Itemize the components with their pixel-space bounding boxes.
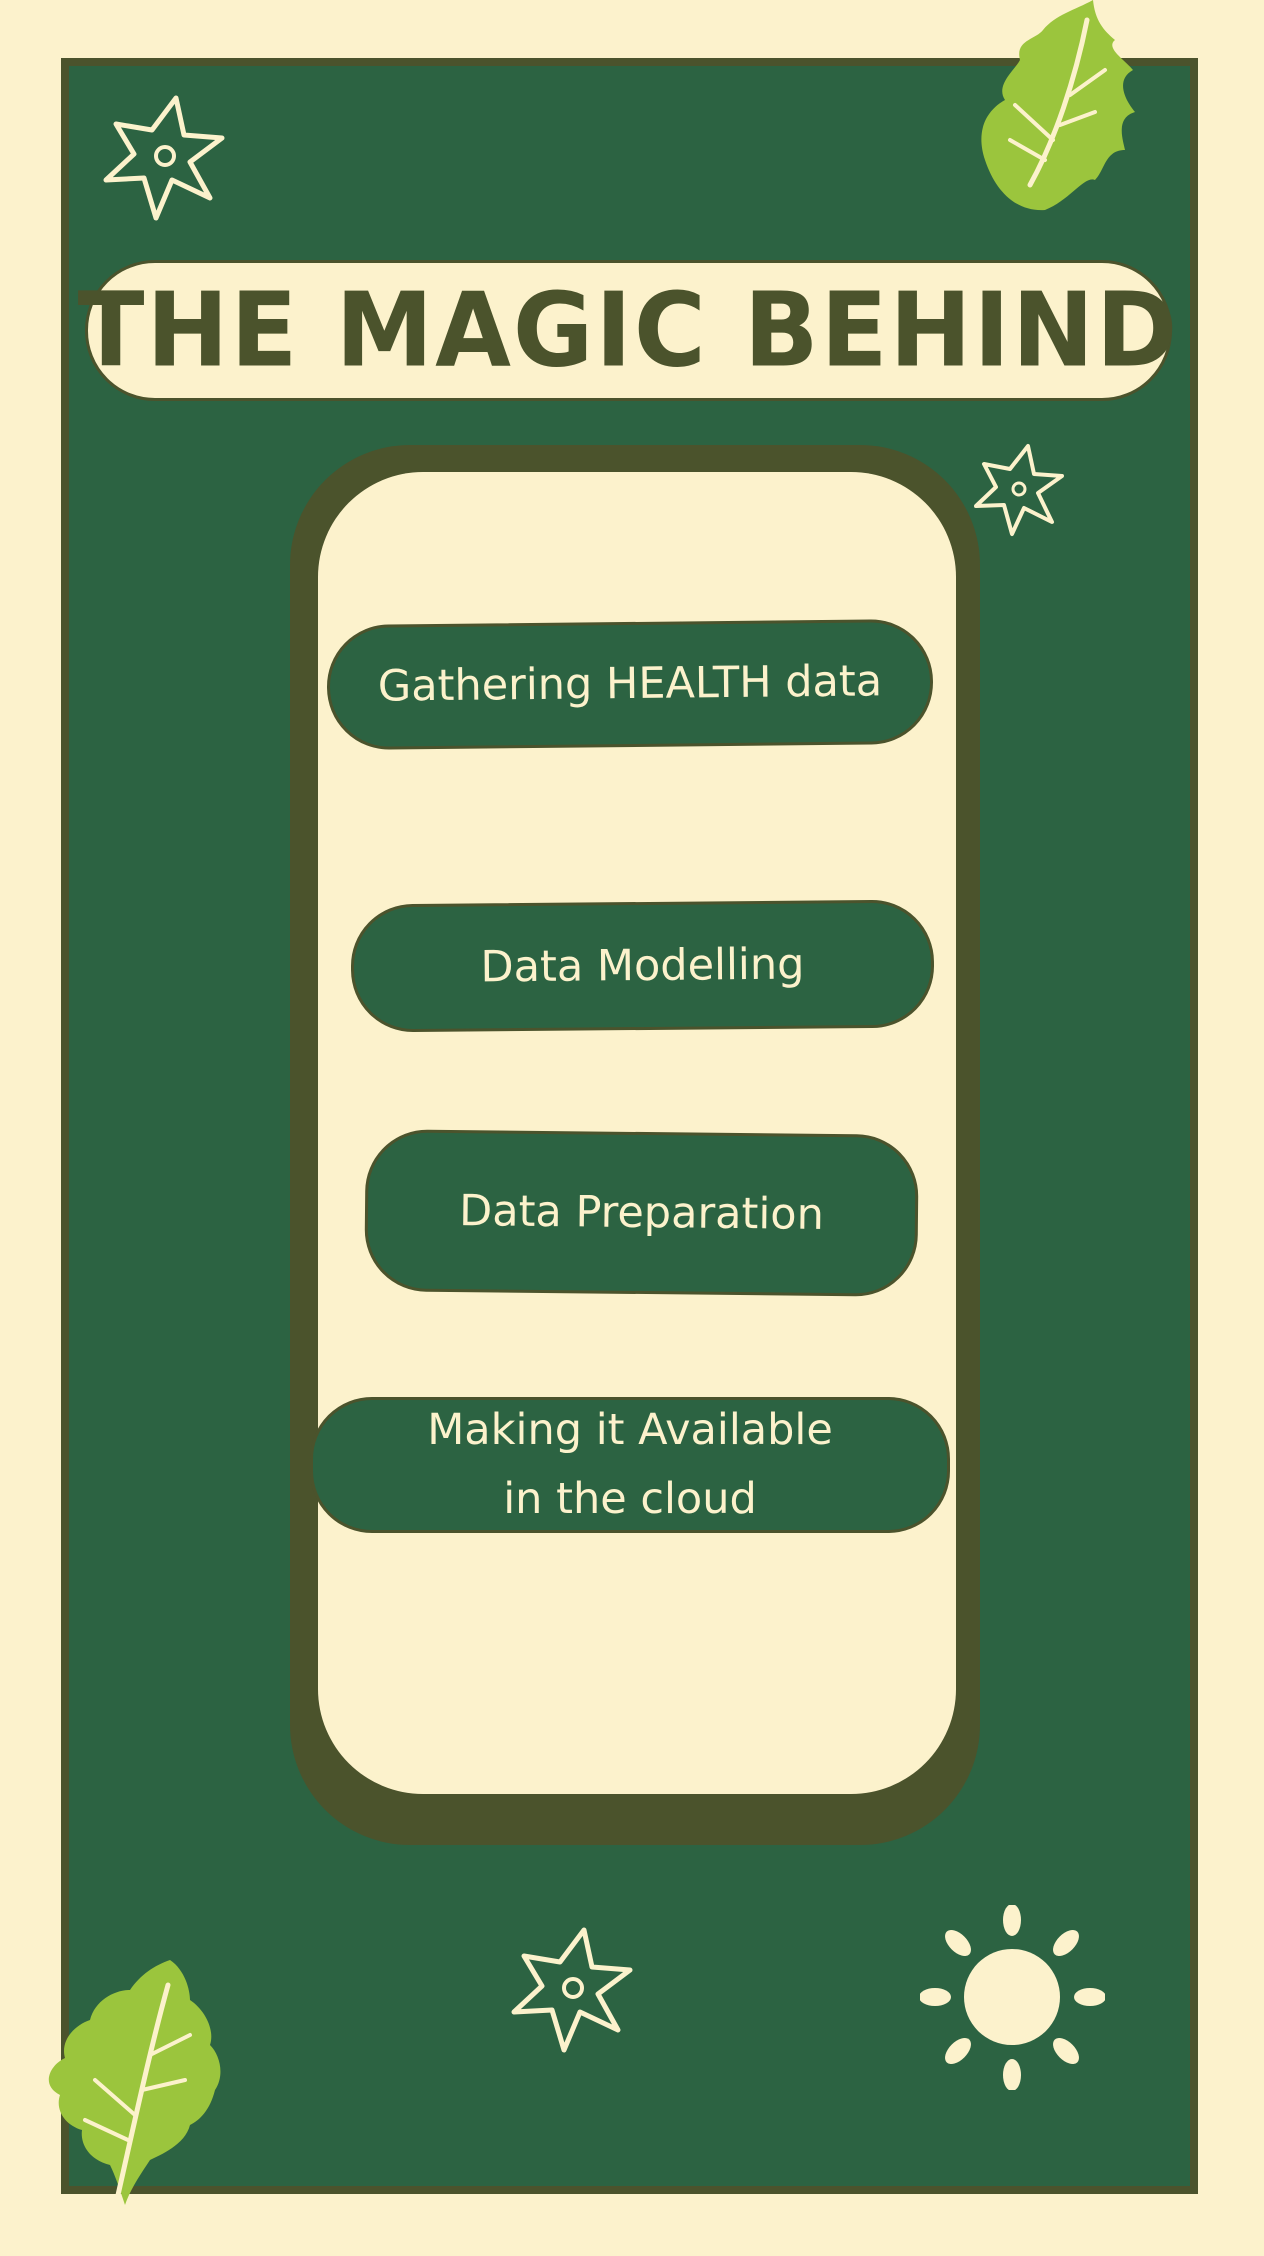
step-cloud-availability: Making it Available in the cloud [310, 1397, 950, 1533]
page-title: THE MAGIC BEHIND [77, 270, 1180, 391]
step-data-modelling: Data Modelling [350, 899, 935, 1033]
step-data-preparation: Data Preparation [364, 1129, 919, 1297]
step-gathering-health-data: Gathering HEALTH data [326, 618, 934, 751]
leaf-icon [48, 1960, 221, 2205]
star-flower-icon [103, 95, 225, 221]
leaf-icon [981, 0, 1135, 211]
title-banner: THE MAGIC BEHIND [78, 260, 1177, 401]
sun-icon [920, 1905, 1105, 2090]
star-flower-icon [511, 1927, 633, 2053]
star-flower-icon [974, 444, 1064, 536]
